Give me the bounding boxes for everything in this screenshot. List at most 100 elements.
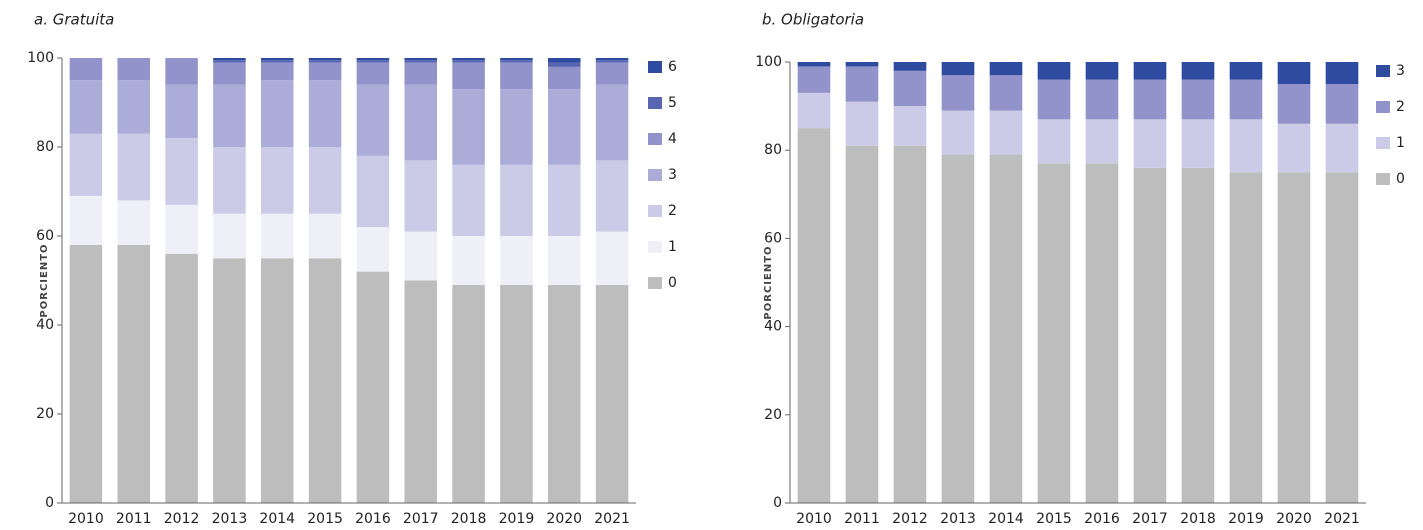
bar-segment	[595, 60, 629, 63]
x-tick-label: 2017	[1132, 511, 1168, 527]
bar-segment	[500, 164, 533, 236]
y-tick-label: 60	[36, 228, 54, 244]
chart-title: a. Gratuita	[34, 11, 114, 29]
x-tick-label: 2014	[988, 511, 1024, 527]
x-tick-label: 2018	[1180, 511, 1216, 527]
x-tick-label: 2019	[1228, 511, 1264, 527]
legend-swatch	[648, 277, 662, 289]
bar-segment	[989, 75, 1023, 111]
bar-segment	[1037, 62, 1071, 80]
bar-segment	[308, 80, 342, 147]
bar-segment	[595, 62, 629, 85]
bar-segment	[500, 60, 533, 63]
bar-segment	[500, 89, 533, 165]
bar-segment	[1037, 79, 1071, 120]
bar-segment	[452, 236, 485, 285]
legend-swatch	[648, 169, 662, 181]
y-tick-label: 80	[36, 139, 54, 155]
x-tick-label: 2015	[1036, 511, 1072, 527]
bar-segment	[1277, 172, 1311, 503]
bar-segment	[1229, 119, 1263, 173]
y-tick-label: 60	[764, 230, 782, 246]
bar-segment	[547, 62, 581, 67]
legend-swatch	[648, 61, 662, 73]
bar-segment	[500, 236, 533, 285]
bar-segment	[1229, 172, 1263, 503]
chart-title: b. Obligatoria	[762, 11, 864, 29]
bar-segment	[500, 284, 533, 503]
bar-segment	[117, 133, 151, 201]
legend-swatch	[1376, 137, 1390, 149]
bar-segment	[308, 147, 342, 214]
bar-segment	[213, 84, 246, 147]
bar-segment	[1229, 79, 1263, 120]
bar-segment	[1181, 62, 1215, 80]
x-tick-label: 2012	[164, 511, 200, 527]
bar-segment	[452, 164, 485, 236]
bar-segment	[1229, 62, 1263, 80]
legend-swatch	[648, 205, 662, 217]
bar-segment	[1037, 119, 1071, 164]
bar-segment	[404, 58, 438, 61]
bar-segment	[989, 110, 1023, 155]
bar-segment	[165, 58, 198, 85]
bar-segment	[1085, 163, 1119, 503]
bar-segment	[1085, 119, 1119, 164]
bar-segment	[308, 258, 342, 503]
bar-segment	[941, 154, 975, 504]
bar-segment	[595, 284, 629, 503]
bar-segment	[117, 200, 151, 245]
bar-segment	[547, 66, 581, 90]
legend-swatch	[648, 241, 662, 253]
legend-label: 6	[668, 59, 677, 75]
bar-segment	[308, 62, 342, 81]
legend-swatch	[648, 97, 662, 109]
bar-segment	[845, 101, 879, 146]
y-tick-label: 20	[764, 407, 782, 423]
bar-segment	[260, 147, 294, 214]
bar-segment	[595, 58, 629, 61]
bar-segment	[845, 62, 879, 67]
y-tick-label: 40	[36, 317, 54, 333]
bar-segment	[1181, 119, 1215, 168]
bar-segment	[1181, 79, 1215, 120]
bar-segment	[1181, 167, 1215, 503]
bar-segment	[893, 145, 927, 504]
bar-segment	[117, 58, 151, 81]
bar-segment	[547, 236, 581, 285]
bar-segment	[1133, 62, 1167, 80]
y-tick-label: 40	[764, 319, 782, 335]
bar-segment	[452, 60, 485, 63]
legend-label: 0	[1396, 171, 1405, 187]
y-tick-label: 100	[755, 54, 782, 70]
y-axis-label: PORCIENTO	[39, 243, 50, 317]
x-tick-label: 2018	[451, 511, 487, 527]
bar-segment	[1277, 84, 1311, 124]
bar-segment	[260, 213, 294, 259]
x-tick-label: 2011	[844, 511, 880, 527]
x-tick-label: 2012	[892, 511, 928, 527]
bar-segment	[1325, 62, 1359, 85]
bar-segment	[117, 244, 151, 503]
legend-label: 4	[668, 131, 677, 147]
bar-segment	[1085, 62, 1119, 80]
x-tick-label: 2014	[259, 511, 295, 527]
bar-segment	[452, 58, 485, 61]
bar-segment	[356, 84, 390, 156]
y-tick-label: 100	[27, 50, 54, 66]
bar-segment	[404, 231, 438, 281]
bar-segment	[1325, 123, 1359, 173]
y-tick-label: 80	[764, 142, 782, 158]
x-tick-label: 2016	[355, 511, 391, 527]
bar-segment	[500, 58, 533, 61]
bar-segment	[260, 258, 294, 503]
bar-segment	[404, 62, 438, 85]
bar-segment	[404, 84, 438, 161]
x-tick-label: 2021	[594, 511, 630, 527]
bar-segment	[260, 62, 294, 81]
bar-segment	[452, 89, 485, 165]
bar-segment	[404, 280, 438, 503]
bar-segment	[452, 62, 485, 90]
legend-label: 0	[668, 275, 677, 291]
x-tick-label: 2013	[212, 511, 248, 527]
